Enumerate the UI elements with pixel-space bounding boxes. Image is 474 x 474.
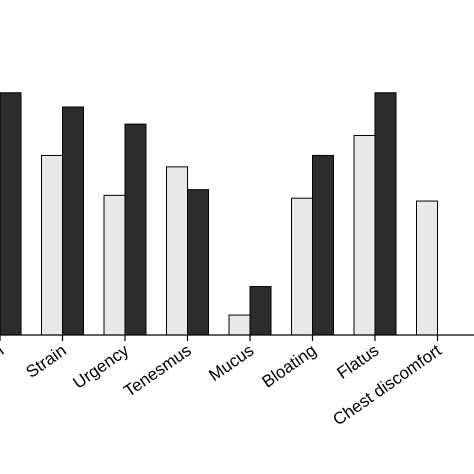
x-ticks-group bbox=[0, 335, 439, 341]
x-tick-label: stool bbox=[0, 341, 7, 377]
x-tick-label: Tenesmus bbox=[120, 341, 194, 401]
x-tick-label: Strain bbox=[23, 341, 70, 382]
bar-mucus-series-1 bbox=[228, 314, 251, 336]
bar-flatus-series-1 bbox=[353, 135, 376, 336]
x-tick-label: Bloating bbox=[259, 341, 320, 392]
bars-group bbox=[0, 92, 438, 336]
bar-flatus-series-2 bbox=[374, 92, 397, 336]
bar-tenesmus-series-2 bbox=[187, 189, 209, 336]
bar-strain-series-1 bbox=[41, 154, 63, 336]
bar-stool-series-2 bbox=[0, 92, 22, 336]
bar-tenesmus-series-1 bbox=[166, 166, 188, 336]
bar-mucus-series-2 bbox=[249, 286, 272, 336]
x-tick-label: Chest discomfort bbox=[329, 341, 445, 430]
bar-chest-discomfort-series-1 bbox=[416, 200, 438, 336]
bar-bloating-series-1 bbox=[291, 197, 313, 336]
bar-urgency-series-1 bbox=[103, 194, 126, 336]
bar-urgency-series-2 bbox=[124, 123, 147, 336]
bar-strain-series-2 bbox=[62, 106, 84, 336]
bar-bloating-series-2 bbox=[312, 154, 334, 336]
x-tick-label: Flatus bbox=[333, 341, 382, 383]
x-tick-label: Mucus bbox=[205, 341, 257, 385]
